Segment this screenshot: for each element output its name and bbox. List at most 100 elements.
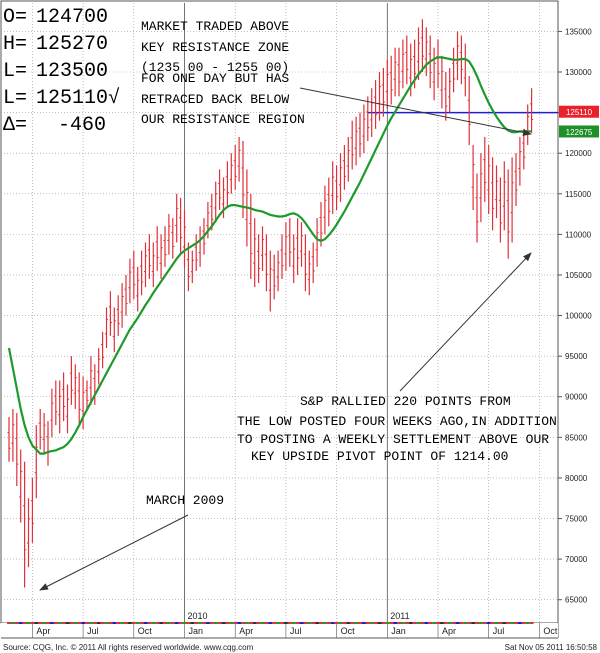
x-tick-label: Jul [290, 626, 302, 636]
ohlc-bar [311, 242, 315, 284]
strip-segment [502, 622, 507, 624]
strip-segment [143, 622, 148, 624]
strip-segment [229, 622, 234, 624]
strip-segment [155, 622, 160, 624]
ohlc-bar [338, 153, 343, 202]
annotation-line: KEY RESISTANCE ZONE [141, 40, 289, 55]
strip-segment [276, 622, 281, 624]
strip-segment [92, 622, 97, 624]
strip-segment [284, 622, 288, 624]
strip-segment [525, 622, 530, 624]
strip-segment [245, 622, 249, 624]
ohlc-bar [163, 226, 167, 267]
ohlc-bar [101, 331, 105, 369]
strip-segment [124, 622, 128, 624]
ohlc-bar [475, 173, 479, 243]
strip-segment [108, 622, 113, 624]
ohlc-bar [393, 47, 397, 97]
ohlc-bar [405, 35, 409, 85]
ohlc-bar [112, 307, 116, 353]
ohlc-bar [315, 218, 319, 267]
strip-segment [443, 622, 448, 624]
x-tick-label: Oct [341, 626, 356, 636]
strip-segment [135, 622, 140, 624]
strip-segment [248, 622, 253, 624]
ohlc-bar [253, 218, 257, 288]
y-tick-label: 90000 [565, 393, 588, 402]
strip-segment [358, 622, 362, 624]
annotation-line: THE LOW POSTED FOUR WEEKS AGO,IN ADDITIO… [237, 414, 557, 429]
strip-segment [342, 622, 347, 624]
strip-segment [128, 622, 132, 624]
ohlc-bar [108, 291, 112, 336]
x-axis: Apr Jul Oct Jan Apr Jul Oct Jan Apr Jul Oct [1, 623, 558, 639]
strip-segment [471, 622, 476, 624]
ohlc-bar [89, 356, 93, 405]
y-tick-label: 120000 [565, 149, 592, 158]
ohlc-bar [257, 234, 261, 284]
x-tick-label: Apr [239, 626, 253, 636]
timeframe-strip [7, 622, 534, 624]
ohlc-bar [288, 218, 292, 267]
strip-segment [498, 622, 503, 624]
strip-segment [96, 622, 101, 624]
strip-segment [81, 622, 86, 624]
y-tick-label: 70000 [565, 555, 588, 564]
ohlc-bar [54, 380, 58, 426]
ohlc-bar [179, 197, 183, 255]
x-tick-label: Oct [543, 626, 558, 636]
strip-segment [30, 622, 35, 624]
strip-segment [104, 622, 109, 624]
strip-segment [475, 622, 479, 624]
strip-segment [159, 622, 164, 624]
strip-segment [163, 622, 167, 624]
ohlc-bar [128, 258, 132, 304]
strip-segment [510, 622, 515, 624]
strip-segment [221, 622, 226, 624]
strip-segment [389, 622, 394, 624]
ohlc-bar [506, 169, 510, 259]
ohlc-bar [292, 234, 296, 284]
ohlc-bar [487, 145, 491, 215]
moving-average-line [7, 56, 532, 455]
y-tick-label: 110000 [565, 230, 592, 239]
strip-segment [447, 622, 452, 624]
ohlc-bar [479, 153, 483, 223]
strip-segment [116, 622, 121, 624]
strip-segment [7, 622, 11, 624]
ohlc-bar [455, 31, 460, 81]
ohlc-bar [65, 384, 70, 434]
strip-segment [381, 622, 386, 624]
y-tick-label: 95000 [565, 352, 588, 361]
strip-segment [151, 622, 156, 624]
ohlc-bar [120, 283, 124, 328]
strip-segment [490, 622, 495, 624]
y-tick-label: 105000 [565, 271, 592, 280]
ohlc-bar [323, 185, 327, 235]
ohlc-bar [296, 218, 300, 275]
open-value: 124700 [36, 6, 108, 29]
ohlc-bar [284, 222, 288, 271]
annotation-line: MARKET TRADED ABOVE [141, 19, 289, 34]
ohlc-bar [335, 165, 339, 211]
strip-segment [272, 622, 277, 624]
ohlc-bar [346, 136, 350, 182]
strip-segment [319, 622, 323, 624]
ohlc-bar [233, 145, 237, 190]
strip-segment [147, 622, 152, 624]
strip-segment [50, 622, 54, 624]
strip-segment [338, 622, 343, 624]
ohlc-bar [502, 161, 506, 231]
ohlc-bar [58, 380, 62, 434]
strip-segment [518, 622, 522, 624]
ohlc-bar [358, 112, 362, 158]
strip-segment [237, 622, 242, 624]
strip-segment [369, 622, 374, 624]
annotation-line: (1235 00 - 1255 00) [141, 60, 289, 75]
change-label: Δ= [3, 114, 27, 137]
strip-segment [506, 622, 511, 624]
ohlc-bar [260, 226, 265, 271]
strip-segment [521, 622, 526, 624]
ohlc-bar [374, 80, 378, 129]
strip-segment [170, 622, 175, 624]
